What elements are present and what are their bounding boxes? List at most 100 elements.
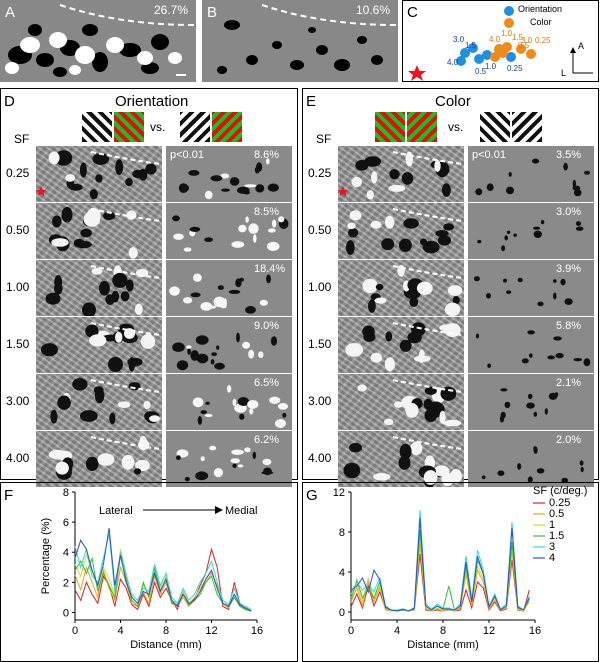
x-tick-label: 0 xyxy=(72,625,78,637)
panel-b-percent: 10.6% xyxy=(355,3,390,17)
legend-entry: 1 xyxy=(549,519,555,531)
sf-row-label: 4.00 xyxy=(6,451,30,465)
orientation-sf-label: 1.5 xyxy=(465,41,477,50)
threshold-map xyxy=(468,317,594,373)
response-map-image xyxy=(338,374,464,430)
panel-e-vs: vs. xyxy=(448,120,464,134)
threshold-map xyxy=(468,260,594,316)
y-tick-label: 4 xyxy=(63,547,69,559)
threshold-percent: 6.5% xyxy=(254,377,280,389)
panel-a-activation-map xyxy=(5,4,195,77)
threshold-map xyxy=(468,146,594,202)
x-tick-label: 8 xyxy=(440,625,446,637)
p-value-label: p<0.01 xyxy=(472,149,506,161)
response-map-image xyxy=(36,203,162,259)
response-map-image xyxy=(36,317,162,373)
response-map-image xyxy=(36,260,162,316)
color-sf-label: 1.5 xyxy=(512,33,524,42)
orientation-sf-label: 0.25 xyxy=(507,64,523,73)
sf-row-label: 0.25 xyxy=(6,166,30,180)
stimulus-bw-grating xyxy=(480,112,510,142)
stimulus-bw-grating-ortho xyxy=(180,112,210,142)
y-axis-label: Percentage (%) xyxy=(40,518,52,594)
medial-label: Medial xyxy=(225,505,257,517)
x-tick-label: 0 xyxy=(348,625,354,637)
orientation-sf-label: 4.0 xyxy=(447,58,459,67)
color-sf-label: 4.0 xyxy=(489,35,501,44)
threshold-percent: 18.4% xyxy=(254,263,286,275)
threshold-map xyxy=(166,431,292,487)
series-line-1.5 xyxy=(350,529,530,612)
panel-e-title: Color xyxy=(435,93,471,110)
x-tick-label: 12 xyxy=(483,625,495,637)
x-tick-label: 4 xyxy=(117,625,123,637)
threshold-map xyxy=(166,203,292,259)
y-tick-label: 2 xyxy=(63,577,69,589)
series-line-0.5 xyxy=(350,543,530,612)
y-tick-label: 4 xyxy=(339,567,345,579)
color-sf-label: 0.25 xyxy=(535,36,551,45)
legend-entry: 0.5 xyxy=(549,508,564,520)
threshold-percent: 9.0% xyxy=(254,320,280,332)
series-line-3 xyxy=(74,534,252,610)
x-tick-label: 16 xyxy=(251,625,263,637)
color-point xyxy=(490,52,500,62)
lateral-label: Lateral xyxy=(99,505,133,517)
orientation-point xyxy=(482,50,492,60)
legend-entry: 4 xyxy=(549,552,555,564)
legend-color-label: Color xyxy=(530,17,552,27)
orientation-point xyxy=(460,48,470,58)
response-map-image xyxy=(338,317,464,373)
p-value-label: p<0.01 xyxy=(170,149,204,161)
compass-lateral: L xyxy=(561,68,567,78)
sf-row-label: 0.50 xyxy=(6,223,30,237)
threshold-map xyxy=(166,260,292,316)
sf-row-label: 3.00 xyxy=(308,394,332,408)
panel-g-letter: G xyxy=(306,487,318,504)
panel-d-vs: vs. xyxy=(150,120,166,134)
threshold-percent: 5.8% xyxy=(556,320,582,332)
orientation-point xyxy=(506,52,516,62)
threshold-map xyxy=(166,146,292,202)
threshold-percent: 2.1% xyxy=(556,377,582,389)
sf-row-label: 1.00 xyxy=(308,280,332,294)
panel-e-letter: E xyxy=(306,93,317,110)
sf-row-label: 1.50 xyxy=(6,337,30,351)
color-sf-label: 0.5 xyxy=(518,41,530,50)
threshold-percent: 6.2% xyxy=(254,434,280,446)
sf-row-label: 0.50 xyxy=(308,223,332,237)
x-axis-label: Distance (mm) xyxy=(130,639,202,651)
color-sf-label: 3.0 xyxy=(521,36,533,45)
orientation-sf-label: 1.0 xyxy=(485,62,497,71)
color-point xyxy=(516,44,526,54)
panel-a-percent: 26.7% xyxy=(153,3,188,17)
color-point xyxy=(498,48,508,58)
threshold-percent: 3.5% xyxy=(556,149,582,161)
response-map-image xyxy=(338,146,464,202)
stimulus-rg-grating xyxy=(114,112,144,142)
panel-d-sf-header: SF xyxy=(14,132,30,146)
panel-e-sf-header: SF xyxy=(316,132,332,146)
x-axis-label: Distance (mm) xyxy=(407,639,479,651)
threshold-map xyxy=(468,374,594,430)
y-tick-label: 0 xyxy=(339,607,345,619)
stimulus-rg-grating-ortho xyxy=(407,112,437,142)
threshold-map xyxy=(468,431,594,487)
orientation-point xyxy=(474,54,484,64)
arrow-head-icon xyxy=(215,506,223,514)
orientation-sf-label: 0.5 xyxy=(475,67,487,76)
stimulus-rg-grating-ortho xyxy=(212,112,242,142)
x-tick-label: 12 xyxy=(205,625,217,637)
orientation-point xyxy=(456,56,466,66)
response-map-image xyxy=(36,146,162,202)
series-line-4 xyxy=(350,517,530,612)
panel-b-map: B 10.6% xyxy=(202,0,398,82)
color-sf-label: 1.0 xyxy=(501,29,513,38)
legend-entry: 0.25 xyxy=(549,497,570,509)
y-tick-label: 0 xyxy=(63,607,69,619)
response-map-image xyxy=(36,431,162,487)
threshold-map xyxy=(166,374,292,430)
threshold-percent: 8.6% xyxy=(254,149,280,161)
chart-f: 0 4 8 12 16 0 2 4 6 8 Distance (mm) Percentage (%) L… xyxy=(40,487,263,651)
response-map-image xyxy=(338,260,464,316)
